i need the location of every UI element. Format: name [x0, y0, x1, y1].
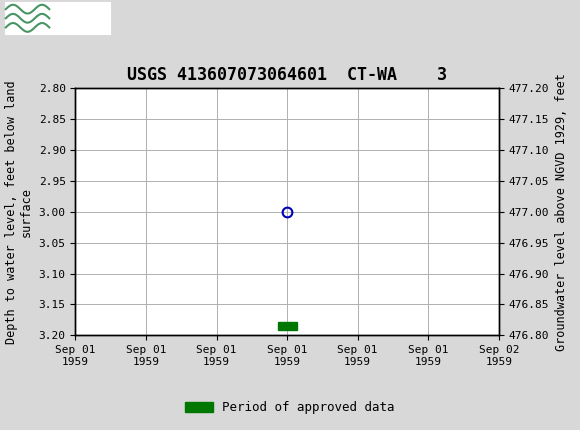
Text: USGS: USGS [61, 11, 108, 26]
Legend: Period of approved data: Period of approved data [180, 396, 400, 419]
Bar [278, 322, 296, 330]
Title: USGS 413607073064601  CT-WA    3: USGS 413607073064601 CT-WA 3 [127, 66, 447, 84]
Y-axis label: Groundwater level above NGVD 1929, feet: Groundwater level above NGVD 1929, feet [554, 73, 568, 351]
Bar [6, 3, 110, 34]
Y-axis label: Depth to water level, feet below land
surface: Depth to water level, feet below land su… [5, 80, 33, 344]
